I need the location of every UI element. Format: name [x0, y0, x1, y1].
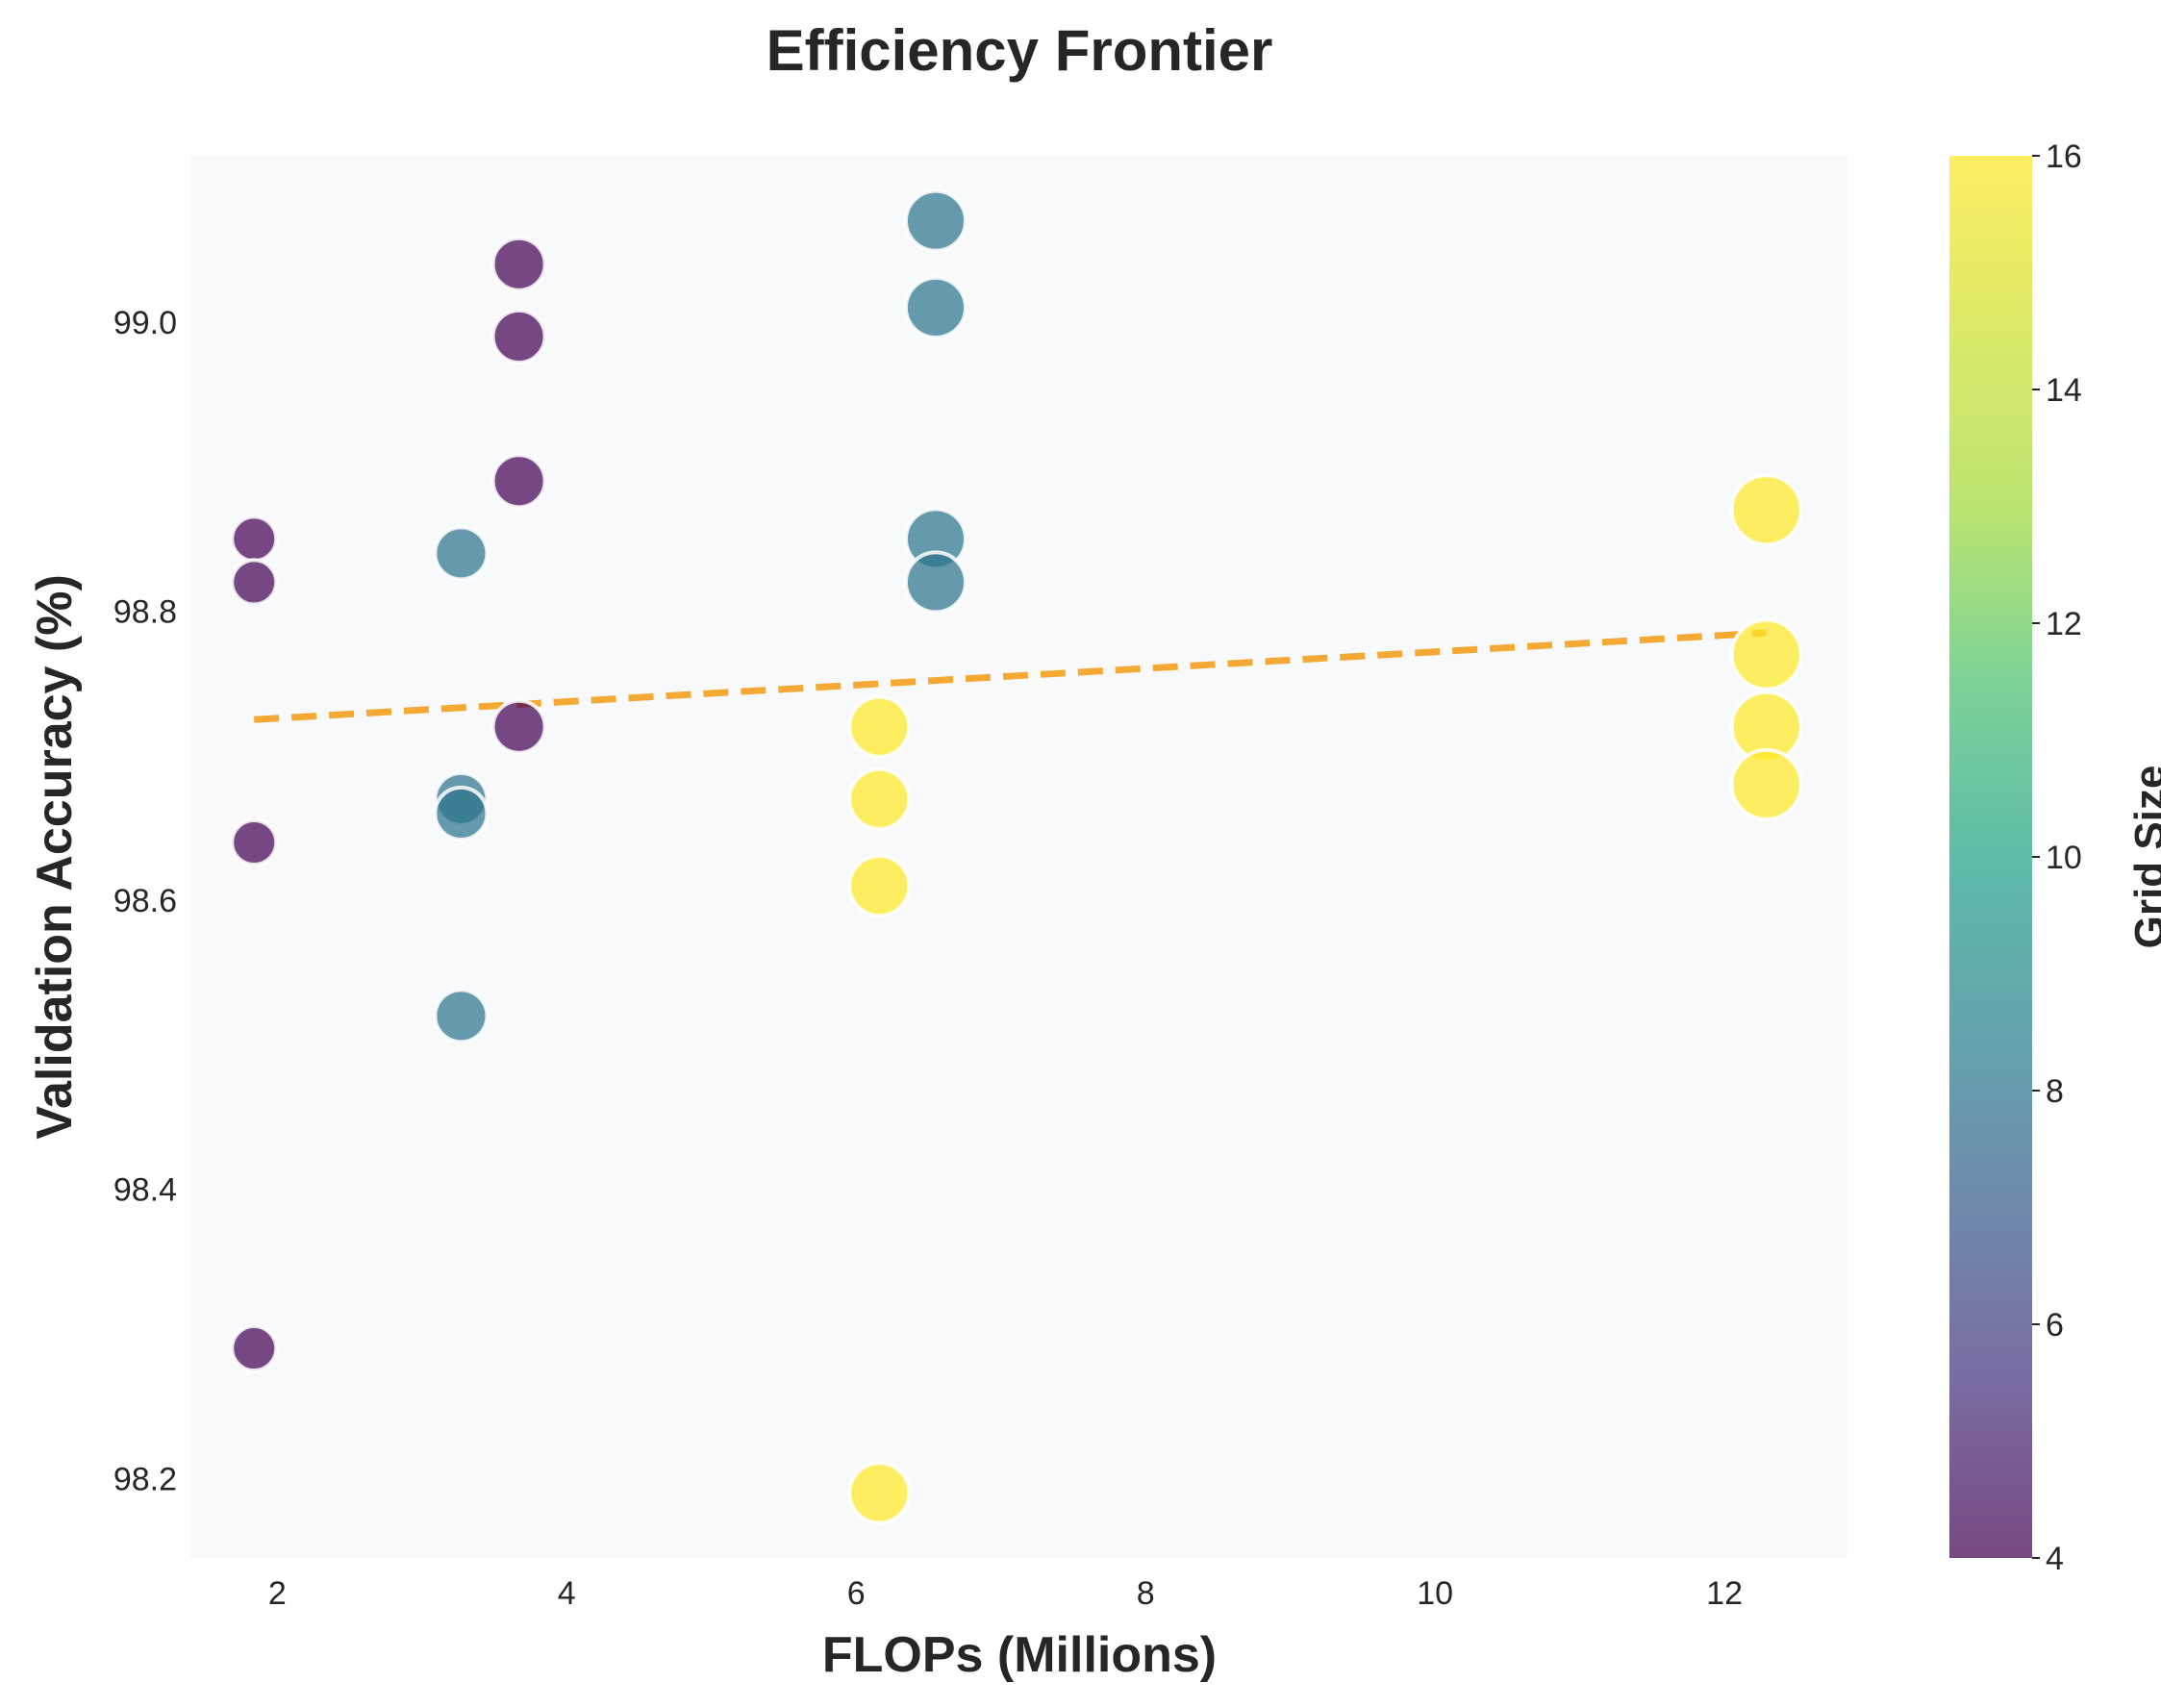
data-point — [230, 558, 279, 607]
colorbar-tick-label: 8 — [2046, 1073, 2064, 1110]
colorbar-tick-label: 6 — [2046, 1307, 2064, 1344]
data-point — [433, 988, 490, 1044]
chart-title: Efficiency Frontier — [766, 18, 1273, 83]
colorbar-tick-label: 12 — [2046, 606, 2082, 642]
x-axis: 2 4 6 8 10 12 — [268, 1575, 1743, 1612]
colorbar-title: Grid Size — [2126, 766, 2161, 949]
data-point — [847, 854, 912, 918]
x-tick-label: 4 — [558, 1575, 576, 1612]
colorbar — [1949, 156, 2032, 1558]
data-point — [490, 236, 547, 292]
y-tick-label: 98.6 — [113, 883, 177, 919]
y-tick-label: 99.0 — [113, 305, 177, 341]
data-point — [1729, 473, 1803, 547]
points-layer — [230, 188, 1803, 1525]
trendline-layer — [254, 629, 1767, 723]
data-point — [490, 308, 547, 364]
colorbar-tick-label: 10 — [2046, 840, 2082, 876]
data-point — [230, 515, 279, 564]
data-point — [903, 550, 967, 615]
data-point — [903, 275, 967, 339]
data-point — [230, 1324, 279, 1373]
y-axis-title: Validation Accuracy (%) — [27, 574, 83, 1140]
y-tick-label: 98.4 — [113, 1172, 177, 1209]
x-tick-label: 10 — [1417, 1575, 1453, 1612]
data-point — [230, 817, 279, 867]
data-point — [847, 1461, 912, 1525]
data-point — [847, 694, 912, 759]
data-point — [433, 785, 490, 841]
data-point — [433, 525, 490, 582]
data-point — [490, 698, 547, 755]
y-axis: 98.2 98.4 98.6 98.8 99.0 — [113, 305, 177, 1497]
data-point — [490, 453, 547, 510]
colorbar-tick-label: 4 — [2046, 1541, 2064, 1577]
data-point — [1729, 747, 1803, 821]
data-point — [1729, 617, 1803, 691]
x-tick-label: 12 — [1706, 1575, 1743, 1612]
colorbar-tick-label: 16 — [2046, 138, 2082, 175]
data-point — [847, 766, 912, 831]
y-tick-label: 98.8 — [113, 593, 177, 630]
plot-area — [190, 156, 1847, 1558]
x-tick-label: 6 — [847, 1575, 866, 1612]
x-axis-title: FLOPs (Millions) — [822, 1627, 1217, 1683]
trendline — [254, 629, 1767, 723]
y-tick-label: 98.2 — [113, 1461, 177, 1497]
data-point — [903, 188, 967, 253]
x-tick-label: 2 — [268, 1575, 287, 1612]
x-tick-label: 8 — [1137, 1575, 1155, 1612]
colorbar-tick-label: 14 — [2046, 372, 2082, 409]
colorbar-ticks: 4 6 8 10 12 14 16 — [2032, 138, 2082, 1577]
